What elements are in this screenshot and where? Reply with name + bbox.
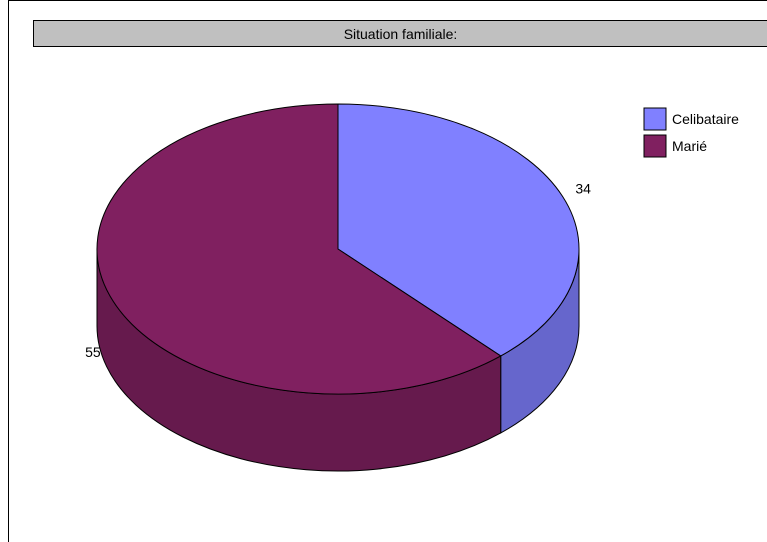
pie-slice-celibataire	[337, 103, 580, 357]
legend-label-celibataire: Celibataire	[672, 111, 739, 127]
legend: Celibataire Marié	[643, 107, 739, 158]
pie-slice-marie	[96, 103, 502, 395]
legend-swatch-celibataire	[643, 107, 667, 131]
data-label-celibataire: 34	[575, 181, 591, 197]
legend-label-marie: Marié	[672, 138, 707, 154]
data-label-marie: 55	[85, 344, 101, 360]
pie-group	[96, 103, 580, 472]
data-labels: 34 55	[85, 181, 591, 360]
chart-title: Situation familiale:	[33, 20, 767, 47]
legend-swatch-marie	[643, 134, 667, 158]
